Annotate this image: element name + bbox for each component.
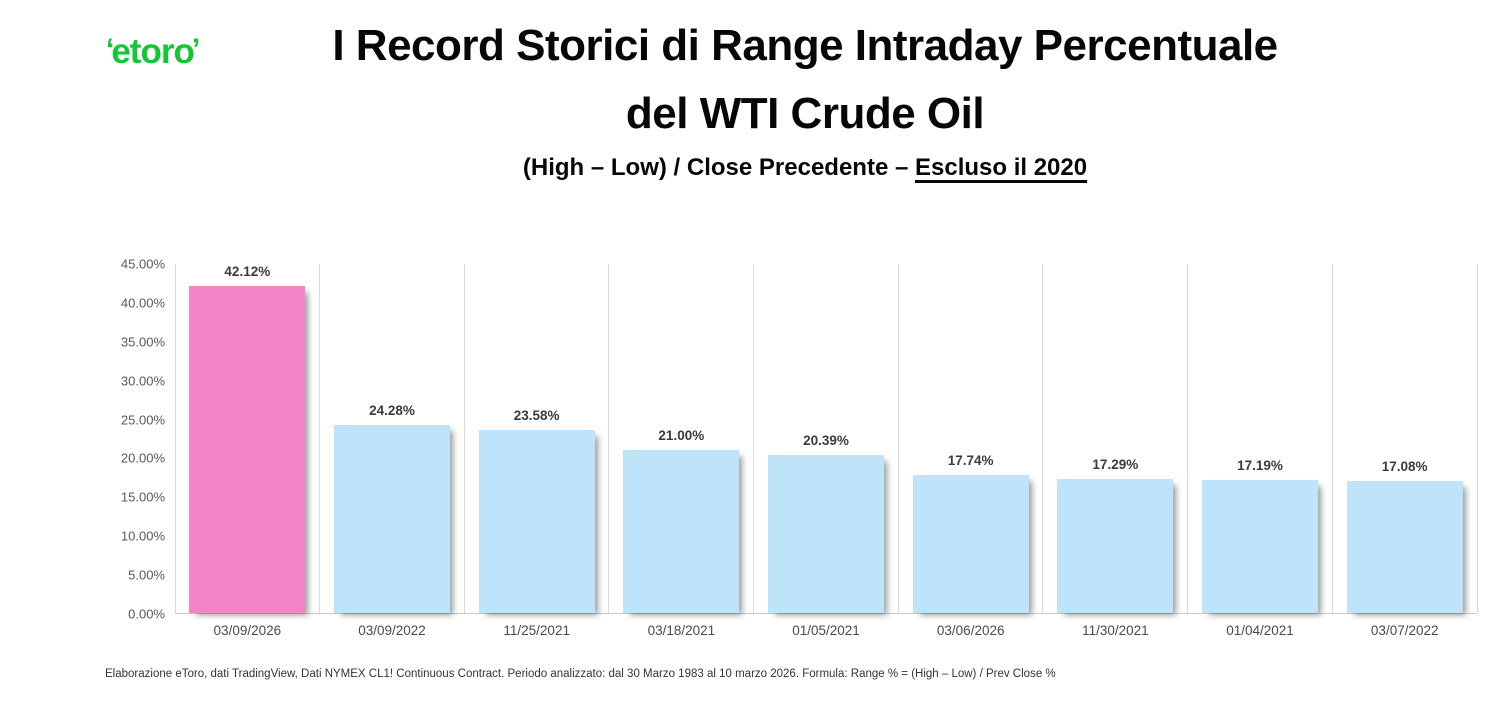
y-axis-tick-label: 10.00%: [120, 528, 165, 544]
vertical-gridline: [463, 264, 465, 613]
bar-01/04/2021: [1202, 479, 1318, 613]
page-title-line2: del WTI Crude Oil: [625, 89, 985, 138]
bar-03/09/2026: [189, 286, 306, 613]
bar-value-label: 23.58%: [513, 408, 560, 424]
vertical-gridline: [1187, 264, 1189, 613]
x-axis-tick-label: 03/09/2026: [213, 623, 282, 638]
x-axis-tick-label: 01/04/2021: [1226, 623, 1294, 638]
bar-value-label: 24.28%: [369, 402, 415, 418]
vertical-gridline: [1331, 264, 1333, 613]
y-axis-tick-label: 30.00%: [120, 373, 165, 389]
page-title: I Record Storici di Range Intraday Perce…: [110, 12, 1500, 148]
vertical-gridline: [897, 264, 899, 613]
subtitle-prefix: (High – Low) / Close Precedente –: [522, 154, 915, 181]
vertical-gridline: [1042, 264, 1044, 613]
logo-horn-right-icon: ’: [191, 33, 200, 66]
vertical-gridline: [319, 264, 321, 613]
bar-11/30/2021: [1057, 478, 1174, 613]
bar-value-label: 20.39%: [803, 432, 849, 448]
x-axis-tick-label: 11/25/2021: [503, 623, 570, 638]
header-titles: I Record Storici di Range Intraday Perce…: [0, 12, 1500, 182]
bar-value-label: 17.29%: [1092, 456, 1139, 472]
bar-03/06/2026: [912, 475, 1029, 613]
logo-text: etoro: [111, 32, 194, 71]
y-axis-tick-label: 35.00%: [120, 334, 165, 350]
y-axis-tick-label: 15.00%: [120, 489, 165, 505]
y-axis-tick-label: 20.00%: [120, 450, 165, 466]
bar-value-label: 21.00%: [658, 428, 705, 444]
x-axis-tick-label: 03/07/2022: [1370, 623, 1439, 638]
bar-03/07/2022: [1346, 480, 1463, 613]
logo-horn-left-icon: ‘: [106, 33, 114, 66]
x-axis: 03/09/2026 03/09/2022 11/25/2021 03/18/2021…: [175, 623, 1477, 638]
bar-value-label: 17.08%: [1381, 458, 1428, 474]
y-axis-tick-label: 45.00%: [120, 256, 165, 272]
bar-value-label: 17.74%: [947, 453, 994, 469]
x-axis-tick-label: 01/05/2021: [792, 623, 860, 638]
bar-01/05/2021: [768, 454, 884, 613]
plot-area: 42.12% 24.28% 23.58% 21.00% 20.39% 17.74% 17.2…: [174, 264, 1478, 614]
page-subtitle: (High – Low) / Close Precedente – Esclus…: [110, 154, 1500, 182]
y-axis: 0.00% 5.00% 10.00% 15.00% 20.00% 25.00% 30.00%…: [105, 257, 175, 622]
bar-03/09/2022: [334, 424, 450, 613]
y-axis-tick-label: 5.00%: [128, 567, 165, 583]
y-axis-tick-label: 0.00%: [128, 606, 165, 622]
source-note: Elaborazione eToro, dati TradingView, Da…: [105, 668, 1056, 680]
vertical-gridline: [1476, 264, 1478, 613]
x-axis-tick-label: 03/06/2026: [936, 623, 1005, 638]
bar-value-label: 17.19%: [1237, 457, 1283, 473]
bar-chart: 0.00% 5.00% 10.00% 15.00% 20.00% 25.00% 30.00%…: [105, 257, 1478, 638]
x-axis-tick-label: 11/30/2021: [1082, 623, 1149, 638]
x-axis-tick-label: 03/09/2022: [358, 623, 426, 638]
vertical-gridline: [608, 264, 610, 613]
bar-03/18/2021: [623, 450, 740, 613]
y-axis-tick-label: 25.00%: [120, 412, 165, 428]
x-axis-tick-label: 03/18/2021: [647, 623, 716, 638]
etoro-logo: ‘etoro’: [106, 32, 200, 71]
subtitle-underlined: Escluso il 2020: [914, 154, 1088, 181]
vertical-gridline: [753, 264, 755, 613]
page-title-line1: I Record Storici di Range Intraday Perce…: [332, 21, 1278, 70]
bar-value-label: 42.12%: [224, 264, 271, 280]
y-axis-tick-label: 40.00%: [120, 295, 165, 311]
vertical-gridline: [174, 264, 176, 613]
bar-11/25/2021: [478, 430, 595, 613]
